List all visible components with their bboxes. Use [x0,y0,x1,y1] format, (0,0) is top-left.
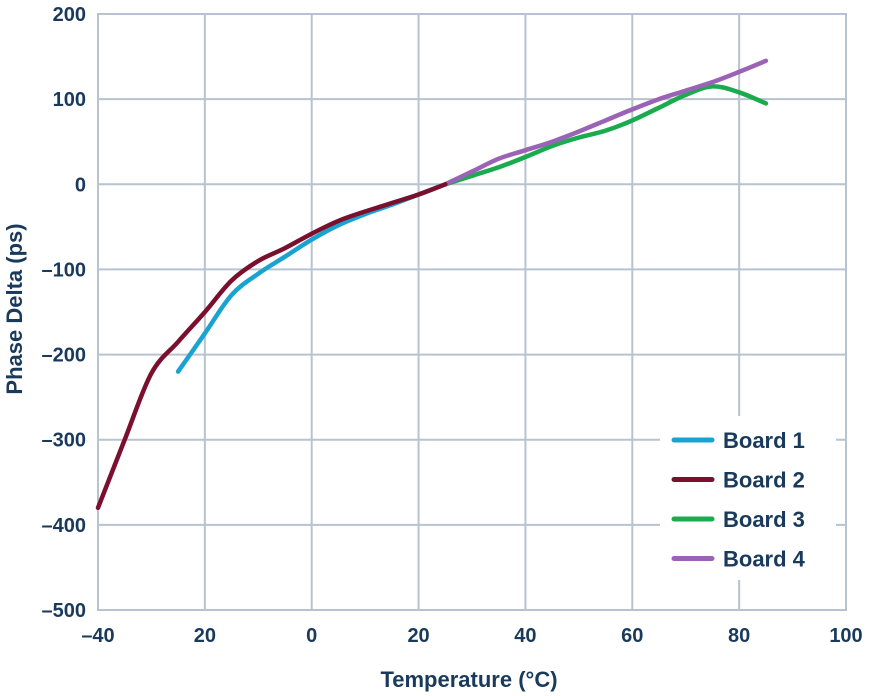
series-lines [95,58,769,511]
y-axis-ticks: 200 100 0 –100 –200 –300 –400 –500 [42,4,87,622]
series-line-board-3 [443,84,769,187]
legend: Board 1 Board 2 Board 3 Board 4 [660,416,836,580]
series-line-board-4 [443,58,769,187]
x-tick-label: 20 [194,625,216,647]
y-tick-label: –200 [42,345,87,367]
legend-label: Board 2 [723,468,805,493]
y-tick-label: –400 [42,515,87,537]
y-tick-label: 100 [53,89,86,111]
legend-label: Board 3 [723,507,805,532]
legend-label: Board 1 [723,428,805,453]
x-axis-ticks: –40 20 0 20 40 60 80 100 [81,625,862,647]
x-tick-label: 60 [621,625,643,647]
plot-frame [97,13,847,611]
y-tick-label: –300 [42,430,87,452]
y-tick-label: –500 [42,600,87,622]
y-axis-title: Phase Delta (ps) [2,223,27,394]
x-tick-label: 40 [514,625,536,647]
y-tick-label: 200 [53,4,86,26]
x-tick-label: 80 [728,625,750,647]
x-axis-title: Temperature (°C) [380,667,557,692]
x-tick-label: 100 [829,625,862,647]
x-tick-label: 20 [407,625,429,647]
x-tick-label: –40 [81,625,114,647]
y-tick-label: –100 [42,259,87,281]
x-tick-label: 0 [306,625,317,647]
legend-background [660,416,836,580]
series-line-board-2 [95,182,448,511]
y-tick-label: 0 [75,174,86,196]
legend-label: Board 4 [723,547,806,572]
